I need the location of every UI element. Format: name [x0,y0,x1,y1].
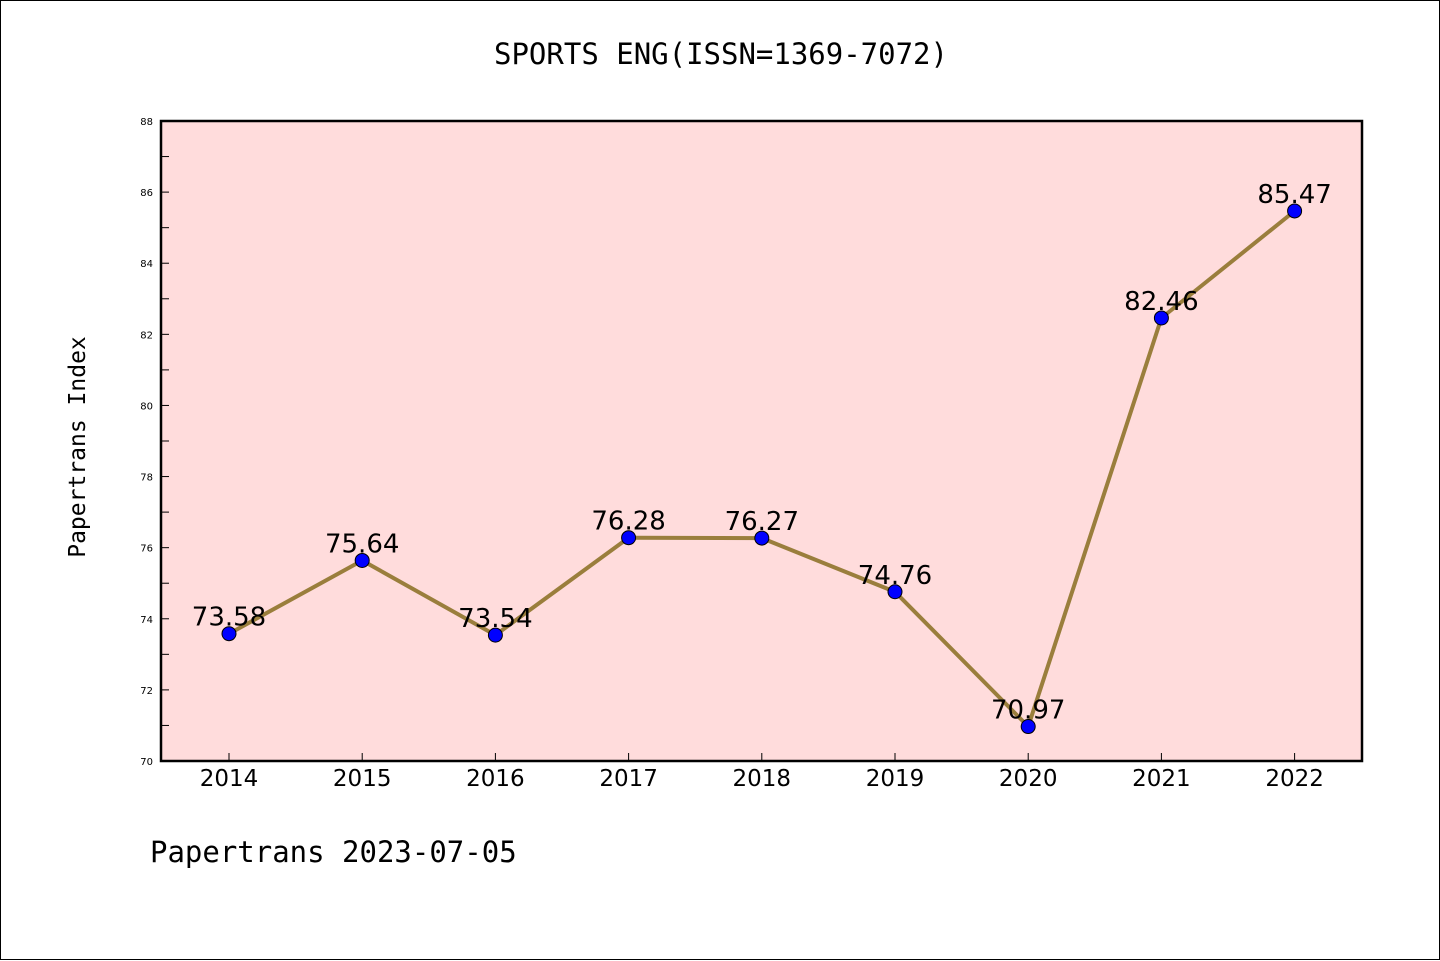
data-label: 73.54 [458,604,532,634]
y-tick-label: 80 [140,401,153,412]
y-tick-label: 84 [140,259,153,270]
data-point [754,530,770,546]
y-tick-label: 74 [140,615,153,626]
data-labels: 73.58 75.64 73.54 76.28 76.27 74.76 70.97 82.46… [192,180,1332,726]
data-point [887,584,903,600]
data-point [621,530,637,546]
series-markers [221,203,1303,735]
x-tick-label: 2022 [1265,766,1324,792]
footer-note: Papertrans 2023-07-05 [150,835,517,869]
x-tick-label: 2015 [333,766,392,792]
data-label: 85.47 [1257,180,1331,210]
data-label: 73.58 [192,603,266,633]
data-point [354,552,370,568]
y-tick-label: 72 [140,686,153,697]
y-tick-label: 70 [140,757,153,768]
data-point [221,626,237,642]
data-label: 74.76 [858,561,932,591]
x-tick-label: 2017 [599,766,658,792]
y-axis-label: Papertrans Index [65,336,91,558]
plot-border [159,119,1364,763]
x-tick-label: 2019 [866,766,925,792]
data-label: 82.46 [1124,287,1198,317]
data-point [1020,719,1036,735]
data-label: 76.28 [591,507,665,537]
x-tick-label: 2018 [733,766,792,792]
x-tick-label: 2021 [1132,766,1191,792]
data-point [1153,310,1169,326]
y-tick-label: 82 [140,330,153,341]
x-tick-label: 2020 [999,766,1058,792]
data-label: 76.27 [725,507,799,537]
y-tick-label: 86 [140,188,153,199]
data-point [487,627,503,643]
y-axis: 70 72 74 76 78 80 82 84 86 88 [140,117,169,768]
x-tick-label: 2014 [200,766,259,792]
y-tick-label: 76 [140,544,153,555]
x-axis: 2014 2015 2016 2017 2018 2019 2020 2021 2022 [200,753,1324,792]
data-label: 70.97 [991,696,1065,726]
data-label: 75.64 [325,529,399,559]
data-point [1287,203,1303,219]
x-tick-label: 2016 [466,766,525,792]
plot-area [161,121,1362,761]
y-tick-label: 88 [140,117,153,128]
chart-title: SPORTS ENG(ISSN=1369-7072) [494,37,948,71]
y-tick-label: 78 [140,473,153,484]
